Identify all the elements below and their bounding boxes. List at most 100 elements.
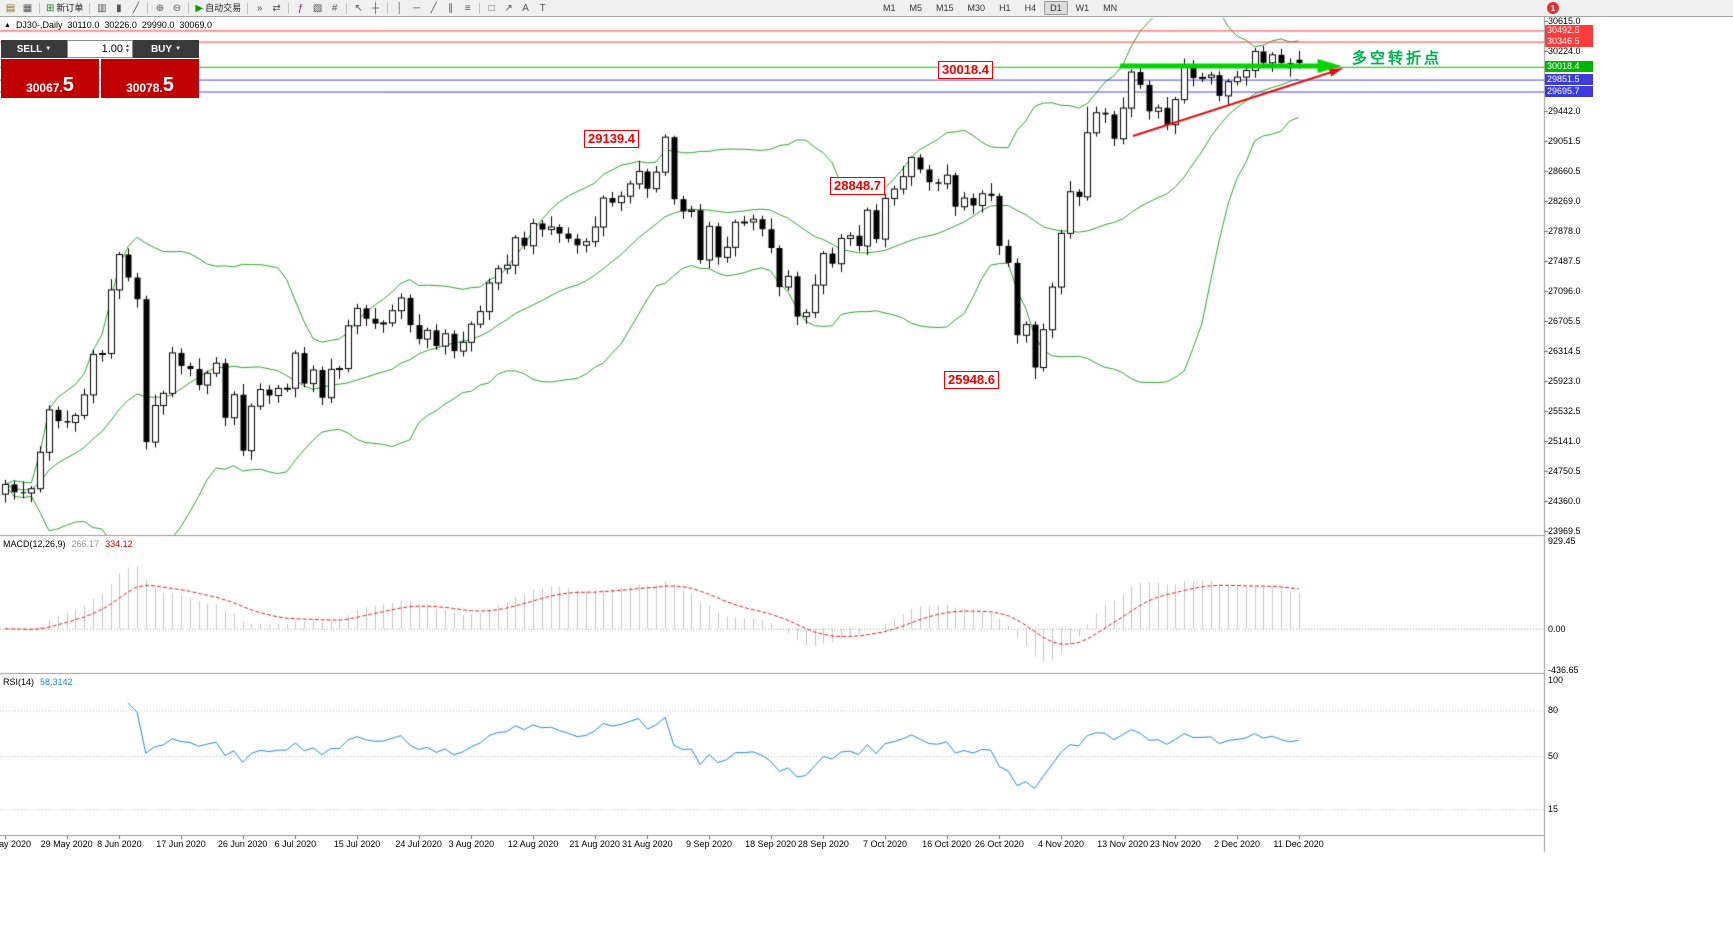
price-callout[interactable]: 28848.7 bbox=[830, 177, 885, 195]
chevron-down-icon: ▼ bbox=[175, 46, 182, 52]
price-axis-label: 28660.5 bbox=[1548, 165, 1581, 176]
timeframe-mn[interactable]: MN bbox=[1103, 3, 1118, 13]
time-axis-label: 28 Sep 2020 bbox=[797, 839, 849, 849]
chart-shift-button[interactable]: ⇄ bbox=[269, 1, 284, 16]
timeframe-d1[interactable]: D1 bbox=[1044, 1, 1068, 15]
price-tag: 30492.5 bbox=[1545, 24, 1593, 36]
horizontal-line-button[interactable]: ─ bbox=[409, 1, 424, 16]
time-axis-label: 9 Sep 2020 bbox=[685, 839, 733, 849]
indicators-button[interactable]: ƒ bbox=[293, 1, 308, 16]
timeframe-m5[interactable]: M5 bbox=[909, 3, 923, 13]
vertical-line-icon: │ bbox=[396, 2, 403, 14]
ohlc-open: 30110.0 bbox=[67, 20, 100, 30]
vertical-line-button[interactable]: │ bbox=[392, 1, 407, 16]
timeframe-h1[interactable]: H1 bbox=[999, 3, 1011, 13]
zoom-in-button[interactable]: ⊕ bbox=[152, 1, 167, 16]
timeframe-m1[interactable]: M1 bbox=[883, 3, 896, 13]
rsi-value: 58.3142 bbox=[40, 677, 73, 687]
time-axis-label: 7 Oct 2020 bbox=[862, 839, 908, 849]
time-axis-label: 17 Jun 2020 bbox=[156, 839, 206, 849]
annotation-turning-point[interactable]: 多空转折点 bbox=[1352, 50, 1443, 67]
timeframe-w1[interactable]: W1 bbox=[1075, 3, 1090, 13]
text-button[interactable]: A bbox=[518, 1, 533, 16]
toolbar-separator bbox=[288, 2, 290, 14]
price-axis-label: 27487.5 bbox=[1548, 256, 1581, 267]
notifications-badge[interactable]: 1 bbox=[1547, 2, 1559, 14]
price-callout[interactable]: 30018.4 bbox=[938, 61, 993, 79]
timeframe-m30[interactable]: M30 bbox=[967, 3, 986, 13]
rsi-indicator-label: RSI(14) 58.3142 bbox=[3, 677, 73, 687]
price-axis-label: 27096.0 bbox=[1548, 286, 1581, 297]
line-chart-button[interactable]: ╱ bbox=[128, 1, 143, 16]
macd-axis-label: -436.65 bbox=[1548, 665, 1579, 675]
time-axis-label: 8 Jun 2020 bbox=[97, 839, 142, 849]
candlestick-chart-icon: ▮ bbox=[116, 2, 122, 14]
new-order-button[interactable]: ⊞ 新订单 bbox=[44, 1, 85, 16]
buy-button[interactable]: BUY ▼ bbox=[133, 40, 199, 58]
timeframe-h4[interactable]: H4 bbox=[1024, 3, 1037, 13]
time-axis-label: 12 Aug 2020 bbox=[507, 839, 559, 849]
time-axis-label: 24 Jul 2020 bbox=[395, 839, 442, 849]
price-axis-label: 30615.0 bbox=[1548, 16, 1581, 26]
stepper-up-icon[interactable]: ▲ bbox=[125, 43, 130, 49]
price-callout[interactable]: 25948.6 bbox=[944, 371, 999, 389]
new-chart-button[interactable]: ▤ bbox=[3, 1, 18, 16]
chart-profiles-icon: ▦ bbox=[22, 2, 33, 14]
bars-chart-button[interactable]: ▥ bbox=[94, 1, 109, 16]
channel-button[interactable]: ∥ bbox=[443, 1, 458, 16]
bars-chart-icon: ▥ bbox=[97, 2, 107, 14]
price-axis-label: 28269.0 bbox=[1548, 196, 1581, 207]
candlestick-chart-button[interactable]: ▮ bbox=[111, 1, 126, 16]
volume-stepper[interactable]: ▲ ▼ bbox=[123, 44, 132, 54]
arrows-button[interactable]: ↗ bbox=[501, 1, 516, 16]
time-axis-label: 2 Dec 2020 bbox=[1213, 839, 1261, 849]
toolbar-separator bbox=[147, 2, 149, 14]
trendline-button[interactable]: ╱ bbox=[426, 1, 441, 16]
chart-shift-icon: ⇄ bbox=[272, 2, 281, 14]
grid-button[interactable]: # bbox=[327, 1, 342, 16]
line-chart-icon: ╱ bbox=[132, 2, 139, 14]
toolbar-separator bbox=[479, 2, 481, 14]
time-axis-label: 3 Aug 2020 bbox=[448, 839, 495, 849]
time-axis-label: 6 Jul 2020 bbox=[274, 839, 317, 849]
zoom-out-button[interactable]: ⊖ bbox=[169, 1, 184, 16]
auto-scroll-icon: » bbox=[256, 2, 263, 14]
shapes-button[interactable]: □ bbox=[484, 1, 499, 16]
rsi-name: RSI(14) bbox=[3, 677, 35, 687]
sell-price-display[interactable]: 30067. 5 bbox=[1, 59, 99, 98]
price-axis-label: 29442.0 bbox=[1548, 106, 1581, 117]
one-click-trading-panel: SELL ▼ ▲▼ BUY ▼ 30067.5 30078.5 bbox=[1, 40, 199, 98]
rsi-axis-label: 100 bbox=[1548, 675, 1564, 685]
time-axis-label: 26 Jun 2020 bbox=[217, 839, 268, 849]
cursor-button[interactable]: ↖ bbox=[351, 1, 366, 16]
ohlc-close: 30069.0 bbox=[179, 20, 212, 30]
crosshair-icon: ┼ bbox=[372, 2, 380, 14]
toolbar-separator bbox=[387, 2, 389, 14]
auto-trading-button[interactable]: ▶ 自动交易 bbox=[193, 1, 243, 16]
chevron-down-icon: ▼ bbox=[45, 46, 52, 52]
price-axis-label: 30224.0 bbox=[1548, 46, 1581, 56]
fibonacci-button[interactable]: ≡ bbox=[460, 1, 475, 16]
text-icon: A bbox=[522, 2, 529, 14]
sell-button[interactable]: SELL ▼ bbox=[1, 40, 67, 58]
time-axis-label: 15 Jul 2020 bbox=[333, 839, 381, 849]
ohlc-low: 29990.0 bbox=[141, 20, 175, 30]
stepper-down-icon[interactable]: ▼ bbox=[125, 48, 130, 54]
chart-profiles-button[interactable]: ▦ bbox=[20, 1, 35, 16]
auto-scroll-button[interactable]: » bbox=[252, 1, 267, 16]
buy-price-display[interactable]: 30078. 5 bbox=[101, 59, 199, 98]
volume-input[interactable] bbox=[77, 43, 124, 55]
sell-button-label: SELL bbox=[16, 43, 43, 55]
trade-panel-toggle-icon[interactable]: ▲ bbox=[4, 21, 11, 29]
text-label-button[interactable]: T bbox=[535, 1, 550, 16]
templates-button[interactable]: ▧ bbox=[310, 1, 325, 16]
price-callout[interactable]: 29139.4 bbox=[584, 130, 639, 148]
indicators-icon: ƒ bbox=[297, 2, 304, 14]
timeframe-m15[interactable]: M15 bbox=[936, 3, 954, 13]
time-axis-label: 26 Oct 2020 bbox=[974, 839, 1024, 849]
crosshair-button[interactable]: ┼ bbox=[368, 1, 383, 16]
grid-icon: # bbox=[331, 2, 338, 14]
arrows-icon: ↗ bbox=[504, 2, 513, 14]
time-axis-label: 29 May 2020 bbox=[40, 839, 93, 849]
